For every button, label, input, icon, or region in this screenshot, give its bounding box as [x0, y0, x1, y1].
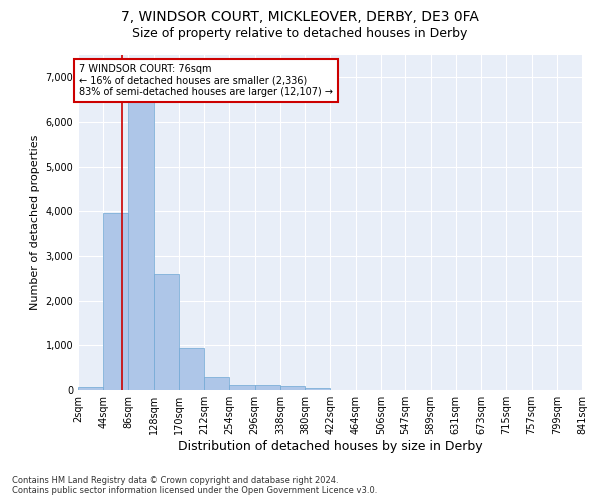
Text: Contains HM Land Registry data © Crown copyright and database right 2024.
Contai: Contains HM Land Registry data © Crown c…	[12, 476, 377, 495]
Bar	[128, 98, 154, 390]
Bar	[229, 384, 254, 390]
Bar	[103, 213, 128, 390]
Y-axis label: Number of detached properties: Number of detached properties	[30, 135, 40, 310]
Bar	[305, 388, 331, 390]
Bar	[179, 348, 204, 390]
Bar	[204, 376, 229, 390]
Bar	[154, 274, 179, 390]
X-axis label: Distribution of detached houses by size in Derby: Distribution of detached houses by size …	[178, 440, 482, 453]
Bar	[254, 385, 280, 390]
Text: 7, WINDSOR COURT, MICKLEOVER, DERBY, DE3 0FA: 7, WINDSOR COURT, MICKLEOVER, DERBY, DE3…	[121, 10, 479, 24]
Text: Size of property relative to detached houses in Derby: Size of property relative to detached ho…	[133, 28, 467, 40]
Bar	[280, 386, 305, 390]
Bar	[78, 386, 103, 390]
Text: 7 WINDSOR COURT: 76sqm
← 16% of detached houses are smaller (2,336)
83% of semi-: 7 WINDSOR COURT: 76sqm ← 16% of detached…	[79, 64, 333, 97]
